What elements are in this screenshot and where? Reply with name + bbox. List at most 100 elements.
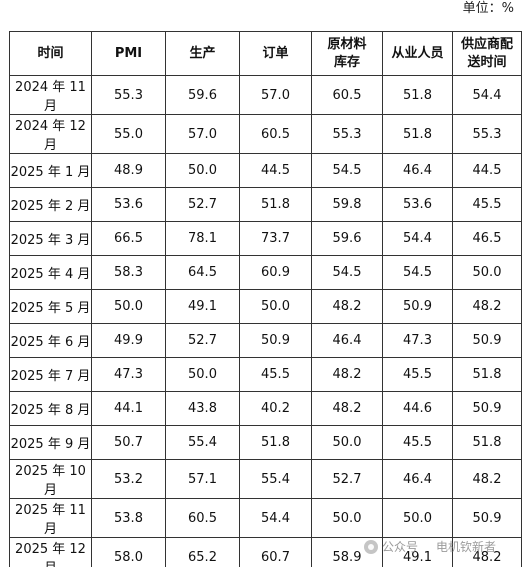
- watermark: 公众号 电机钦新者: [364, 537, 496, 557]
- value-cell: 66.5: [91, 221, 166, 256]
- column-header-text: 生产: [189, 45, 216, 61]
- value-cell: 50.0: [165, 153, 240, 188]
- value-cell: 78.1: [165, 221, 240, 256]
- value-cell: 60.7: [239, 537, 312, 567]
- value-cell: 60.5: [311, 75, 383, 115]
- value-cell: 55.4: [239, 459, 312, 499]
- month-cell: 2025 年 4 月: [9, 255, 92, 290]
- table-row: 2025 年 3 月 66.5 78.1 73.7 59.6 54.4 46.5: [9, 221, 522, 256]
- value-cell: 46.4: [382, 153, 453, 188]
- month-cell: 2025 年 2 月: [9, 187, 92, 222]
- wechat-public-account-icon: [364, 540, 378, 554]
- column-header-text: PMI: [114, 45, 143, 61]
- value-cell: 50.0: [239, 289, 312, 324]
- month-cell: 2025 年 10 月: [9, 459, 92, 499]
- column-header: 订单: [239, 31, 312, 76]
- value-cell: 50.9: [452, 323, 522, 358]
- value-cell: 48.2: [311, 391, 383, 426]
- column-header-text: 供应商配: [460, 36, 513, 52]
- value-cell: 55.4: [165, 425, 240, 460]
- value-cell: 51.8: [239, 425, 312, 460]
- table-header-row: 时间 PMI 生产 订单 原材料 库存 从业人员 供应商配 送时间: [9, 31, 522, 76]
- table-row: 2025 年 7 月 47.3 50.0 45.5 48.2 45.5 51.8: [9, 357, 522, 392]
- value-cell: 50.0: [311, 498, 383, 538]
- table-row: 2025 年 5 月 50.0 49.1 50.0 48.2 50.9 48.2: [9, 289, 522, 324]
- value-cell: 46.4: [311, 323, 383, 358]
- month-cell: 2024 年 11 月: [9, 75, 92, 115]
- value-cell: 57.1: [165, 459, 240, 499]
- value-cell: 45.5: [382, 357, 453, 392]
- value-cell: 59.6: [165, 75, 240, 115]
- value-cell: 53.2: [91, 459, 166, 499]
- value-cell: 55.3: [311, 114, 383, 154]
- month-cell: 2025 年 1 月: [9, 153, 92, 188]
- value-cell: 65.2: [165, 537, 240, 567]
- month-cell: 2024 年 12 月: [9, 114, 92, 154]
- value-cell: 45.5: [382, 425, 453, 460]
- value-cell: 52.7: [165, 323, 240, 358]
- value-cell: 50.9: [382, 289, 453, 324]
- value-cell: 50.9: [452, 391, 522, 426]
- month-cell: 2025 年 8 月: [9, 391, 92, 426]
- unit-label: 单位：%: [462, 1, 514, 16]
- column-header: PMI: [91, 31, 166, 76]
- value-cell: 48.2: [452, 459, 522, 499]
- value-cell: 60.9: [239, 255, 312, 290]
- value-cell: 48.9: [91, 153, 166, 188]
- value-cell: 59.8: [311, 187, 383, 222]
- value-cell: 57.0: [239, 75, 312, 115]
- value-cell: 52.7: [311, 459, 383, 499]
- value-cell: 50.9: [452, 498, 522, 538]
- value-cell: 48.2: [452, 537, 522, 567]
- value-cell: 58.3: [91, 255, 166, 290]
- table-row: 2025 年 2 月 53.6 52.7 51.8 59.8 53.6 45.5: [9, 187, 522, 222]
- value-cell: 45.5: [452, 187, 522, 222]
- column-header-text: 送时间: [467, 54, 507, 70]
- table-row: 2025 年 1 月 48.9 50.0 44.5 54.5 46.4 44.5: [9, 153, 522, 188]
- column-header: 从业人员: [382, 31, 453, 76]
- value-cell: 64.5: [165, 255, 240, 290]
- month-cell: 2025 年 3 月: [9, 221, 92, 256]
- value-cell: 48.2: [311, 289, 383, 324]
- value-cell: 53.8: [91, 498, 166, 538]
- value-cell: 50.0: [91, 289, 166, 324]
- column-header-text: 库存: [333, 54, 360, 70]
- column-header-text: 订单: [262, 45, 289, 61]
- table-row: 2024 年 12 月 55.0 57.0 60.5 55.3 51.8 55.3: [9, 114, 522, 154]
- value-cell: 50.7: [91, 425, 166, 460]
- month-cell: 2025 年 9 月: [9, 425, 92, 460]
- table-body: 2024 年 11 月 55.3 59.6 57.0 60.5 51.8 54.4 2024 …: [9, 75, 522, 567]
- month-cell: 2025 年 11 月: [9, 498, 92, 538]
- value-cell: 54.5: [311, 255, 383, 290]
- value-cell: 51.8: [382, 114, 453, 154]
- value-cell: 52.7: [165, 187, 240, 222]
- value-cell: 54.4: [382, 221, 453, 256]
- table-row: 2025 年 9 月 50.7 55.4 51.8 50.0 45.5 51.8: [9, 425, 522, 460]
- pmi-table: 时间 PMI 生产 订单 原材料 库存 从业人员 供应商配 送时间 2024 年 11 月 55.…: [9, 31, 522, 567]
- value-cell: 50.0: [311, 425, 383, 460]
- column-header: 时间: [9, 31, 92, 76]
- value-cell: 50.0: [165, 357, 240, 392]
- value-cell: 54.4: [239, 498, 312, 538]
- value-cell: 60.5: [165, 498, 240, 538]
- value-cell: 44.1: [91, 391, 166, 426]
- value-cell: 51.8: [239, 187, 312, 222]
- value-cell: 59.6: [311, 221, 383, 256]
- value-cell: 45.5: [239, 357, 312, 392]
- value-cell: 50.9: [239, 323, 312, 358]
- value-cell: 40.2: [239, 391, 312, 426]
- value-cell: 54.5: [382, 255, 453, 290]
- table-row: 2025 年 12 月58.065.260.758.949.148.2: [9, 537, 522, 567]
- value-cell: 48.2: [452, 289, 522, 324]
- value-cell: 43.8: [165, 391, 240, 426]
- value-cell: 47.3: [91, 357, 166, 392]
- month-cell: 2025 年 7 月: [9, 357, 92, 392]
- value-cell: 51.8: [382, 75, 453, 115]
- value-cell: 50.0: [382, 498, 453, 538]
- column-header: 生产: [165, 31, 240, 76]
- month-cell: 2025 年 5 月: [9, 289, 92, 324]
- value-cell: 49.1: [165, 289, 240, 324]
- value-cell: 58.0: [91, 537, 166, 567]
- value-cell: 53.6: [382, 187, 453, 222]
- value-cell: 50.0: [452, 255, 522, 290]
